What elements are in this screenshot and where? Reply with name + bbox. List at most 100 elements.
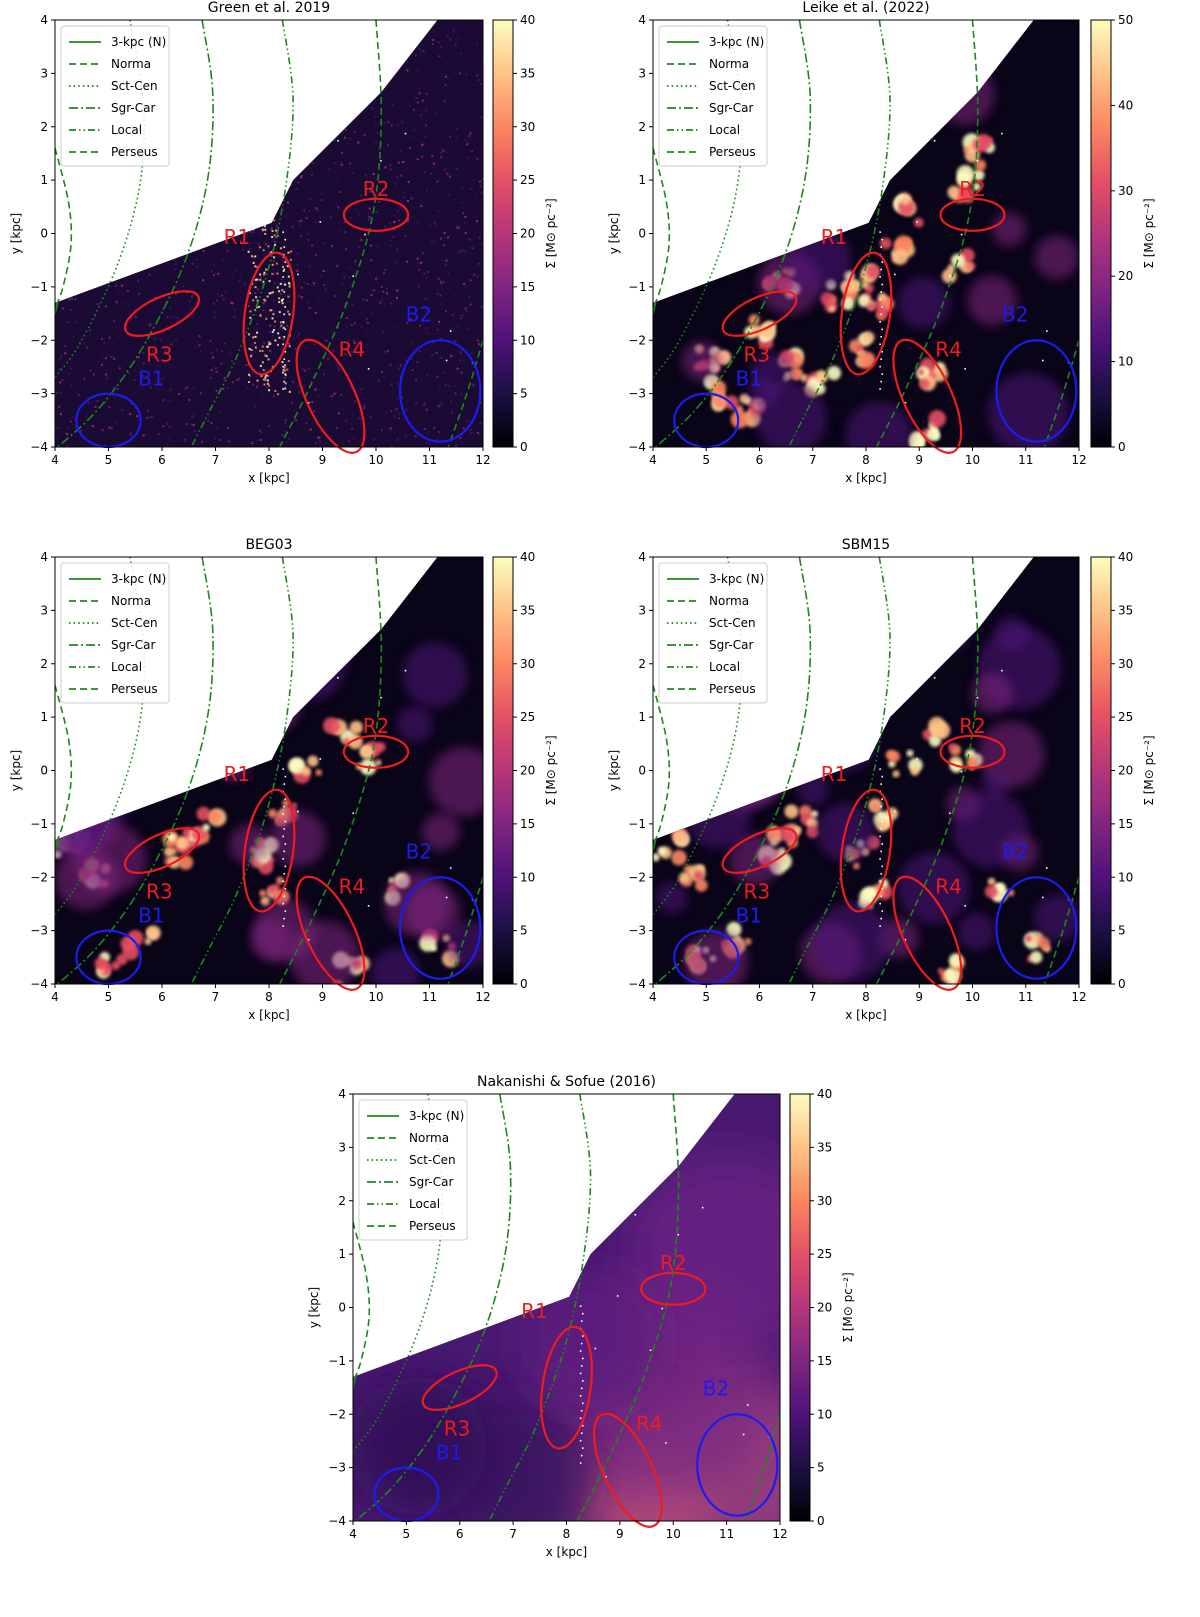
density-pixel <box>260 374 263 377</box>
density-pixel <box>148 200 151 203</box>
x-tick-label: 11 <box>422 453 437 467</box>
density-pixel <box>395 66 398 69</box>
density-pixel <box>458 249 461 252</box>
density-pixel <box>207 233 210 236</box>
legend-entry-label: 3-kpc (N) <box>111 35 166 49</box>
density-pixel <box>396 366 399 369</box>
x-tick-label: 5 <box>105 990 113 1004</box>
density-pixel <box>404 359 407 362</box>
y-tick-label: 4 <box>638 13 646 27</box>
density-pixel <box>239 195 242 198</box>
density-pixel <box>354 131 357 134</box>
density-pixel <box>238 377 241 380</box>
y-tick-label: −2 <box>628 333 646 347</box>
density-pixel <box>205 75 208 78</box>
density-pixel <box>269 123 272 126</box>
density-pixel <box>314 343 317 346</box>
density-pixel <box>274 325 277 328</box>
density-pixel <box>108 203 111 206</box>
x-tick-label: 8 <box>265 990 273 1004</box>
density-pixel <box>447 78 450 81</box>
density-pixel <box>264 376 267 379</box>
density-pixel <box>349 422 352 425</box>
density-pixel <box>436 328 439 331</box>
density-pixel <box>207 206 210 209</box>
density-pixel <box>432 162 435 165</box>
density-pixel <box>254 265 257 268</box>
density-pixel <box>376 246 379 249</box>
y-tick-label: −1 <box>628 817 646 831</box>
marker-dot <box>879 231 881 233</box>
density-pixel <box>273 407 276 410</box>
density-pixel <box>407 218 410 221</box>
density-pixel <box>188 54 191 57</box>
density-pixel <box>449 38 452 41</box>
density-clump <box>301 766 311 777</box>
density-pixel <box>121 409 124 412</box>
density-pixel <box>213 263 216 266</box>
density-pixel <box>272 334 275 337</box>
density-pixel <box>378 147 381 150</box>
density-pixel <box>293 337 296 340</box>
marker-dot <box>881 775 884 778</box>
spiral-arm-line <box>655 557 812 984</box>
density-pixel <box>288 342 291 345</box>
density-clump <box>315 769 323 776</box>
density-pixel <box>330 330 333 333</box>
density-pixel <box>415 402 418 405</box>
density-pixel <box>459 436 462 439</box>
colorbar-tick-label: 15 <box>817 1354 832 1368</box>
density-pixel <box>395 408 398 411</box>
density-pixel <box>268 343 271 346</box>
density-pixel <box>273 234 276 237</box>
marker-dot <box>581 1424 584 1427</box>
density-clump <box>718 389 726 396</box>
density-pixel <box>364 174 367 177</box>
density-pixel <box>476 158 479 161</box>
density-pixel <box>230 301 233 304</box>
density-pixel <box>99 239 102 242</box>
density-pixel <box>202 279 205 282</box>
density-pixel <box>284 374 287 377</box>
density-pixel <box>141 388 144 391</box>
colorbar-tick-label: 5 <box>1118 924 1126 938</box>
density-pixel <box>101 322 104 325</box>
marker-dot <box>579 1417 582 1420</box>
density-pixel <box>325 59 328 62</box>
density-pixel <box>420 114 423 117</box>
density-pixel <box>316 43 319 46</box>
density-pixel <box>181 139 184 142</box>
region-label-b1: B1 <box>436 1441 462 1465</box>
colorbar-tick-label: 15 <box>1118 817 1133 831</box>
colorbar-tick-label: 10 <box>520 333 535 347</box>
x-tick-label: 10 <box>965 453 980 467</box>
density-pixel <box>259 429 262 432</box>
density-pixel <box>173 223 176 226</box>
density-pixel <box>260 397 263 400</box>
x-tick-label: 10 <box>368 990 383 1004</box>
density-pixel <box>221 355 224 358</box>
spiral-arm-line <box>488 1094 592 1521</box>
density-pixel <box>389 363 392 366</box>
density-pixel <box>330 244 333 247</box>
density-pixel <box>479 184 482 187</box>
y-axis-label: y [kpc] <box>9 213 23 254</box>
density-pixel <box>360 325 363 328</box>
density-pixel <box>372 140 375 143</box>
density-pixel <box>263 298 266 301</box>
density-haze <box>289 920 360 984</box>
density-clump <box>1029 951 1043 964</box>
density-pixel <box>159 338 162 341</box>
density-pixel <box>268 212 271 215</box>
x-tick-label: 7 <box>212 453 220 467</box>
spiral-arm-line <box>355 1094 512 1521</box>
density-pixel <box>221 108 224 111</box>
x-tick-label: 9 <box>915 990 923 1004</box>
density-pixel <box>266 374 269 377</box>
density-pixel <box>248 347 251 350</box>
density-pixel <box>386 143 389 146</box>
density-pixel <box>437 277 440 280</box>
marker-dot <box>579 1395 582 1397</box>
density-pixel <box>403 93 406 96</box>
